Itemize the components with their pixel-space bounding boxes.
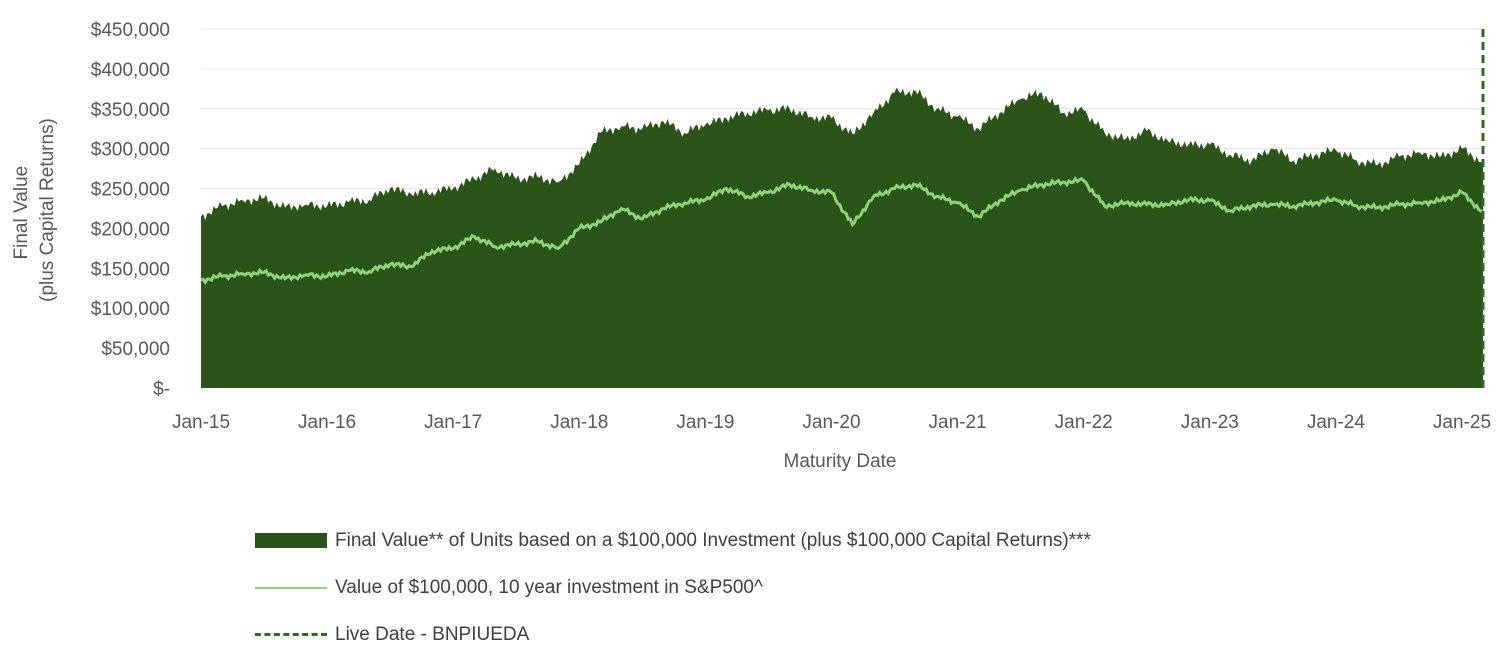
x-tick-label: Jan-19: [676, 412, 734, 433]
legend-label-sp500: Value of $100,000, 10 year investment in…: [335, 576, 763, 598]
x-axis-title: Maturity Date: [784, 451, 897, 472]
legend-swatch-line: [255, 586, 327, 589]
y-axis-ticks: $- $50,000 $100,000 $150,000 $200,000 $250,00…: [91, 20, 170, 400]
x-tick-label: Jan-23: [1181, 412, 1239, 433]
y-tick-label: $300,000: [91, 140, 170, 161]
y-tick-label: $400,000: [91, 60, 170, 81]
sp500-line: [200, 176, 1484, 285]
y-tick-label: $450,000: [91, 20, 170, 41]
legend-item-final-value: Final Value** of Units based on a $100,0…: [255, 517, 1091, 564]
y-axis-title-line-1: Final Value: [11, 166, 32, 260]
x-tick-label: Jan-24: [1307, 412, 1366, 433]
legend-label-live-date: Live Date - BNPIUEDA: [335, 623, 530, 645]
y-tick-label: $-: [153, 379, 170, 400]
x-tick-label: Jan-15: [172, 412, 230, 433]
final-value-area: [201, 87, 1483, 388]
legend-item-sp500: Value of $100,000, 10 year investment in…: [255, 564, 1091, 611]
x-tick-label: Jan-21: [929, 412, 987, 433]
y-tick-label: $200,000: [91, 219, 170, 240]
y-tick-label: $350,000: [91, 100, 170, 121]
y-tick-label: $100,000: [91, 299, 170, 320]
x-axis-ticks: Jan-15 Jan-16 Jan-17 Jan-18 Jan-19 Jan-20 Jan-…: [172, 412, 1491, 433]
x-tick-label: Jan-22: [1055, 412, 1113, 433]
x-tick-label: Jan-18: [550, 412, 608, 433]
legend-label-final-value: Final Value** of Units based on a $100,0…: [335, 529, 1091, 551]
legend-swatch-area: [255, 533, 327, 548]
x-tick-label: Jan-20: [802, 412, 860, 433]
y-tick-label: $150,000: [91, 259, 170, 280]
x-tick-label: Jan-25: [1433, 412, 1491, 433]
legend-swatch-dashed: [255, 633, 327, 636]
x-tick-label: Jan-16: [298, 412, 356, 433]
y-axis-title-line-2: (plus Capital Returns): [37, 118, 58, 302]
x-tick-label: Jan-17: [424, 412, 482, 433]
y-tick-label: $50,000: [101, 339, 170, 360]
legend: Final Value** of Units based on a $100,0…: [255, 517, 1091, 658]
y-tick-label: $250,000: [91, 180, 170, 201]
legend-item-live-date: Live Date - BNPIUEDA: [255, 611, 1091, 658]
y-axis-title: Final Value (plus Capital Returns): [11, 118, 58, 302]
